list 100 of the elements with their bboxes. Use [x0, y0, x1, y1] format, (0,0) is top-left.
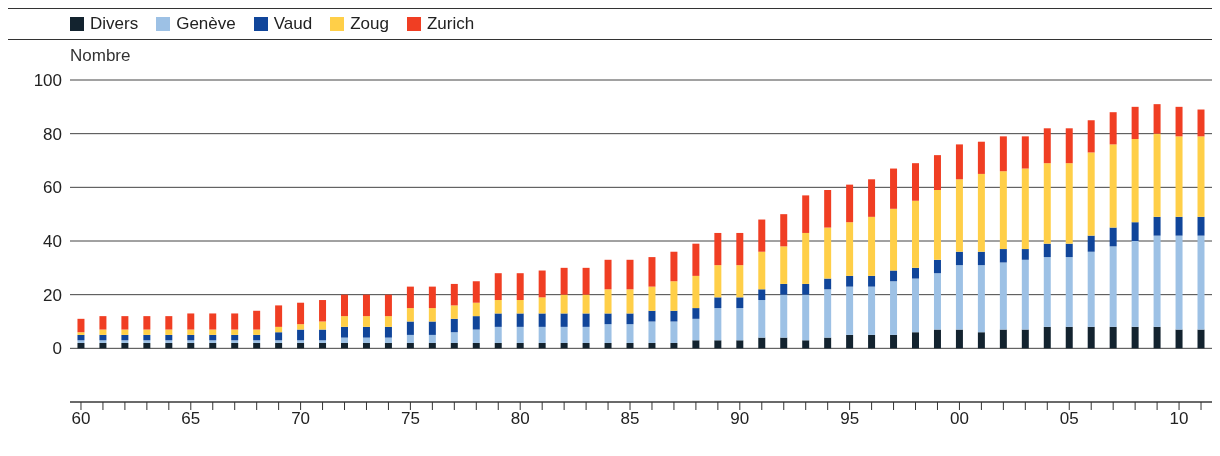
bar: [868, 179, 876, 217]
bar: [582, 326, 590, 343]
bar: [516, 273, 524, 301]
bar: [912, 332, 920, 349]
bar: [714, 308, 722, 341]
bar: [384, 294, 392, 317]
bar: [1065, 128, 1073, 164]
bar: [209, 313, 217, 330]
bar: [999, 249, 1007, 263]
bar: [494, 300, 502, 314]
bar: [1087, 120, 1095, 153]
bar: [406, 342, 414, 349]
bar: [670, 342, 678, 349]
bar: [1065, 257, 1073, 327]
bar: [1175, 235, 1183, 330]
bar: [758, 337, 766, 349]
bar: [406, 321, 414, 335]
bar: [99, 334, 107, 341]
bar: [582, 294, 590, 314]
bar: [780, 214, 788, 247]
bar: [560, 294, 568, 314]
x-tick-label: 70: [291, 409, 311, 429]
bar: [231, 340, 239, 343]
legend-label: Divers: [89, 14, 139, 34]
bar: [1175, 216, 1183, 236]
bar: [714, 297, 722, 309]
bar: [341, 337, 349, 343]
bar: [977, 265, 985, 333]
bar: [428, 321, 436, 335]
bar: [472, 316, 480, 330]
bar: [758, 289, 766, 301]
legend-label: Genève: [175, 14, 236, 34]
bar: [626, 259, 634, 290]
bar: [824, 227, 832, 279]
bar: [494, 342, 502, 349]
legend-label: Zurich: [425, 14, 475, 34]
bar: [1065, 243, 1073, 258]
bar: [143, 334, 151, 341]
bar: [99, 316, 107, 330]
bar: [736, 308, 744, 341]
bar: [516, 326, 524, 343]
bar: [231, 334, 239, 341]
bar: [582, 313, 590, 327]
bar: [824, 278, 832, 290]
bar: [560, 313, 568, 327]
bar: [1175, 106, 1183, 137]
bar: [121, 340, 129, 343]
bar: [846, 275, 854, 287]
bar: [604, 289, 612, 314]
bar: [1109, 326, 1117, 349]
bar: [955, 251, 963, 266]
bar: [494, 326, 502, 343]
bar: [187, 340, 195, 343]
bar: [560, 267, 568, 295]
bar: [1043, 163, 1051, 244]
bar: [955, 329, 963, 349]
legend-label: Vaud: [272, 14, 313, 34]
bar: [670, 321, 678, 343]
bar: [604, 342, 612, 349]
bar: [626, 289, 634, 314]
bar: [538, 342, 546, 349]
bar: [538, 326, 546, 343]
bar: [231, 329, 239, 335]
bar: [692, 275, 700, 309]
bar: [933, 190, 941, 260]
bar: [868, 286, 876, 335]
bar: [472, 329, 480, 343]
bar: [516, 313, 524, 327]
bar: [209, 340, 217, 343]
bar: [648, 342, 656, 349]
bar: [999, 136, 1007, 172]
bar: [758, 300, 766, 338]
bar: [999, 171, 1007, 250]
bar: [165, 329, 173, 335]
bar: [692, 243, 700, 276]
bar: [912, 200, 920, 268]
bar: [319, 342, 327, 349]
bar: [341, 316, 349, 327]
bar: [1153, 235, 1161, 327]
bar: [143, 340, 151, 343]
y-tick-label: 40: [43, 232, 62, 252]
bar: [890, 208, 898, 271]
bar: [1065, 326, 1073, 349]
bar: [933, 329, 941, 349]
bar: [692, 308, 700, 319]
bar: [362, 326, 370, 338]
bar: [538, 270, 546, 298]
bar: [253, 342, 261, 349]
bar: [428, 308, 436, 322]
x-tick-label: 00: [949, 409, 969, 429]
bar: [77, 342, 85, 349]
bar: [319, 300, 327, 322]
bar: [1043, 257, 1051, 327]
bar: [406, 308, 414, 322]
bar: [758, 251, 766, 290]
y-tick-label: 100: [33, 71, 62, 91]
bar: [1087, 235, 1095, 252]
bar: [736, 297, 744, 309]
bar: [1043, 326, 1051, 349]
bar: [692, 340, 700, 349]
